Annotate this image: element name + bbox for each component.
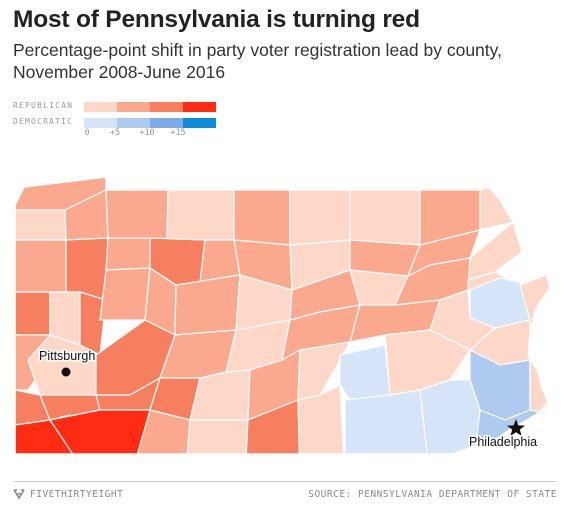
county — [15, 209, 67, 241]
page-title: Most of Pennsylvania is turning red — [13, 6, 420, 33]
legend-republican-swatch-2 — [117, 102, 150, 112]
county — [349, 189, 421, 246]
legend-republican-swatch-1 — [84, 102, 117, 112]
county — [419, 379, 481, 454]
legend-democratic-swatch-3 — [150, 118, 183, 128]
legend-democratic-swatch-4 — [183, 118, 216, 128]
county — [105, 189, 169, 241]
brand-name: FIVETHIRTYEIGHT — [30, 489, 124, 500]
legend-tick: 0 — [84, 128, 90, 138]
county — [174, 274, 241, 336]
county — [289, 189, 351, 246]
philadelphia-marker: Philadelphia — [468, 419, 539, 451]
county — [233, 189, 291, 246]
legend-tick: +15 — [170, 128, 186, 138]
pennsylvania-county-map: Pittsburgh Philadelphia — [14, 176, 551, 455]
county — [184, 419, 249, 454]
legend-democratic-swatch-1 — [84, 118, 117, 128]
fivethirtyeight-logo-icon — [13, 489, 25, 500]
county — [15, 239, 67, 293]
legend-democratic-swatch-2 — [117, 118, 150, 128]
county — [339, 344, 391, 401]
page-subtitle: Percentage-point shift in party voter re… — [13, 40, 502, 82]
county — [244, 399, 301, 454]
county — [105, 237, 151, 271]
philadelphia-star-icon — [507, 419, 525, 436]
source-note: SOURCE: PENNSYLVANIA DEPARTMENT OF STATE — [308, 489, 557, 500]
county — [166, 189, 235, 241]
pittsburgh-marker: Pittsburgh — [38, 348, 97, 377]
legend-republican-swatch-3 — [150, 102, 183, 112]
county — [65, 237, 109, 301]
county — [99, 267, 151, 321]
pittsburgh-label: Pittsburgh — [39, 349, 95, 363]
legend-tick: +5 — [109, 128, 121, 138]
county — [297, 384, 346, 454]
pittsburgh-dot — [61, 367, 71, 377]
state-outline — [14, 176, 551, 455]
footer-divider — [13, 481, 557, 482]
county — [344, 389, 431, 454]
footer-brand: FIVETHIRTYEIGHT — [13, 489, 123, 500]
legend-democratic-label: DEMOCRATIC — [13, 117, 74, 126]
county — [129, 409, 191, 454]
county-layer — [15, 177, 550, 454]
legend-tick: +10 — [139, 128, 155, 138]
county — [15, 291, 51, 336]
legend-republican-label: REPUBLICAN — [13, 101, 74, 110]
philadelphia-label: Philadelphia — [469, 435, 537, 449]
county — [297, 341, 351, 401]
legend-republican-swatch-4 — [183, 102, 216, 112]
